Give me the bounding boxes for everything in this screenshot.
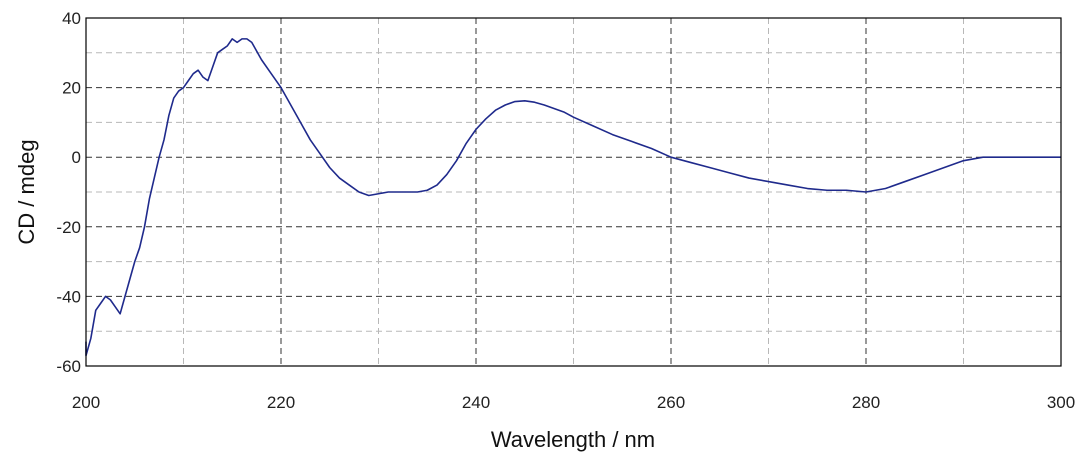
x-tick-label: 220 [267, 393, 295, 412]
x-axis-ticks: 200 220 240 260 280 300 [72, 393, 1075, 412]
x-tick-label: 280 [852, 393, 880, 412]
x-tick-label: 240 [462, 393, 490, 412]
y-tick-label: -40 [56, 287, 81, 306]
grid-lines [86, 18, 1061, 366]
y-tick-label: 0 [72, 148, 81, 167]
cd-spectrum-line [85, 38, 1061, 357]
x-axis-label: Wavelength / nm [491, 427, 655, 452]
y-axis-ticks: 40 20 0 -20 -40 -60 [56, 9, 81, 376]
x-tick-label: 200 [72, 393, 100, 412]
plot-frame [85, 17, 1062, 367]
x-tick-label: 260 [657, 393, 685, 412]
y-tick-label: 20 [62, 79, 81, 98]
y-tick-label: -60 [56, 357, 81, 376]
y-tick-label: -20 [56, 218, 81, 237]
y-axis-label: CD / mdeg [14, 139, 39, 244]
x-tick-label: 300 [1047, 393, 1075, 412]
y-tick-label: 40 [62, 9, 81, 28]
